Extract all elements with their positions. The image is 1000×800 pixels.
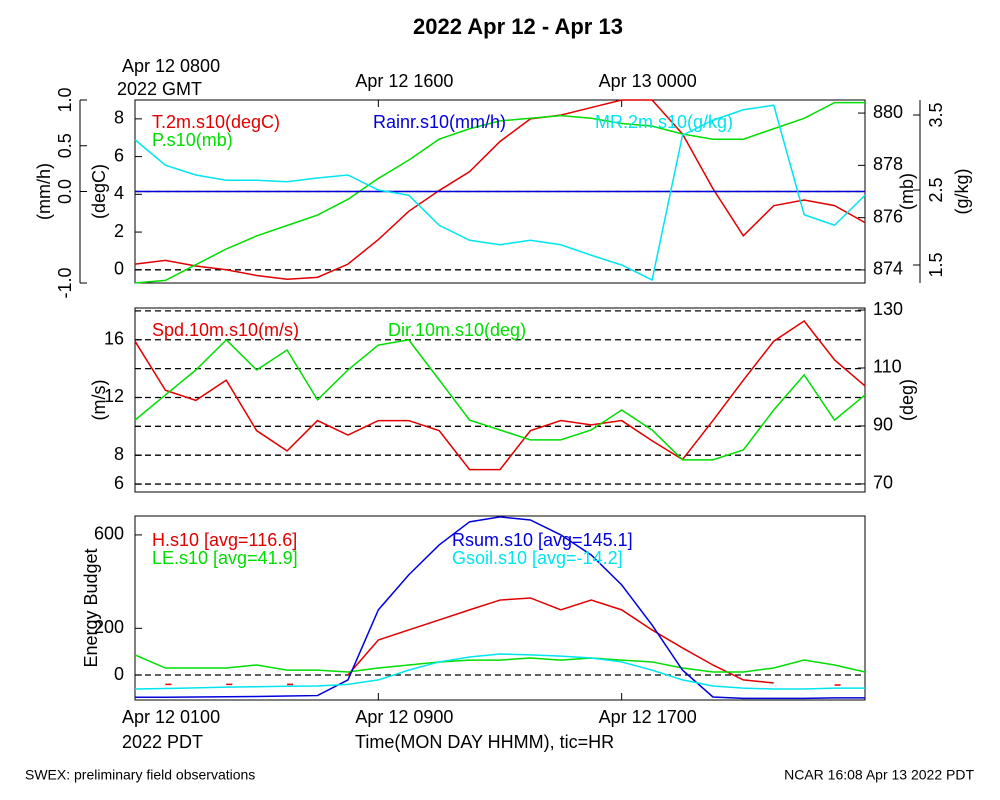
plot-frame <box>134 515 866 701</box>
legend-label: Spd.10m.s10(m/s) <box>152 320 299 340</box>
footer-right: NCAR 16:08 Apr 13 2022 PDT <box>784 767 974 783</box>
x-tick-label: Apr 12 0800 <box>122 56 220 76</box>
y-axis-title: (g/kg) <box>952 168 972 214</box>
x-tick-label: Apr 12 1600 <box>355 71 453 91</box>
y-axis-title: (m/s) <box>89 380 109 421</box>
series-line <box>134 653 865 690</box>
legend-label: Rainr.s10(mm/h) <box>373 112 506 132</box>
y-tick-label: 4 <box>114 183 124 203</box>
y-tick-label: 8 <box>114 444 124 464</box>
legend-label: Rsum.s10 [avg=145.1] <box>452 530 633 550</box>
y-tick-label: 16 <box>104 328 124 348</box>
y-tick-label: 12 <box>104 386 124 406</box>
y-tick-label: 0 <box>114 259 124 279</box>
y-tick-label: 0.5 <box>55 133 75 158</box>
y-tick-label: 874 <box>873 259 903 279</box>
y-tick-label: 2.5 <box>926 177 946 202</box>
series-line <box>135 516 865 700</box>
legend-label: Gsoil.s10 [avg=-14.2] <box>452 548 623 568</box>
x-tick-label: Apr 12 0100 <box>122 707 220 727</box>
y-tick-label: 8 <box>114 108 124 128</box>
y-tick-label: 2 <box>114 221 124 241</box>
series-line <box>134 319 866 471</box>
y-tick-label: 200 <box>94 617 124 637</box>
y-axis-title: (mm/h) <box>34 163 54 220</box>
series-line <box>134 654 866 673</box>
y-axis-title: Energy Budget <box>81 548 101 667</box>
y-tick-label: 3.5 <box>926 102 946 127</box>
legend-label: Dir.10m.s10(deg) <box>388 320 526 340</box>
y-tick-label: 6 <box>114 145 124 165</box>
plot-frame <box>134 307 866 493</box>
x-axis-title: Time(MON DAY HHMM), tic=HR <box>355 732 614 752</box>
y-tick-label: 880 <box>873 102 903 122</box>
y-tick-label: 0 <box>114 664 124 684</box>
chart-title: 2022 Apr 12 - Apr 13 <box>413 14 623 39</box>
y-tick-label: 0.0 <box>55 179 75 204</box>
y-tick-label: 130 <box>873 299 903 319</box>
y-axis-title: (deg) <box>897 379 917 421</box>
footer-left: SWEX: preliminary field observations <box>25 767 255 783</box>
legend-label: LE.s10 [avg=41.9] <box>152 548 298 568</box>
y-tick-label: 1.5 <box>926 252 946 277</box>
legend-label: T.2m.s10(degC) <box>152 112 280 132</box>
y-tick-label: 6 <box>114 473 124 493</box>
x2-sublabel: 2022 GMT <box>117 79 202 99</box>
series-line <box>134 338 866 461</box>
y-tick-label: 878 <box>873 154 903 174</box>
y-tick-label: 1.0 <box>55 87 75 112</box>
x-tick-label: Apr 12 0900 <box>355 707 453 727</box>
y-tick-label: 876 <box>873 206 903 226</box>
y-tick-label: 600 <box>94 524 124 544</box>
x-tick-label: Apr 13 0000 <box>599 71 697 91</box>
legend-label: MR.2m.s10(g/kg) <box>595 112 733 132</box>
series-line <box>165 597 841 686</box>
x-sublabel: 2022 PDT <box>122 732 203 752</box>
y-tick-label: 70 <box>873 473 893 493</box>
x-tick-label: Apr 12 1700 <box>599 707 697 727</box>
legend-label: H.s10 [avg=116.6] <box>152 530 297 550</box>
legend-label: P.s10(mb) <box>152 130 233 150</box>
y-axis-title: (mb) <box>897 173 917 210</box>
y-axis-title: (degC) <box>89 164 109 219</box>
series-line <box>134 104 866 282</box>
y-tick-label: 90 <box>873 415 893 435</box>
y-tick-label: -1.0 <box>55 267 75 298</box>
series-line <box>134 99 866 280</box>
y-tick-label: 110 <box>873 357 902 377</box>
series-line <box>134 101 865 284</box>
